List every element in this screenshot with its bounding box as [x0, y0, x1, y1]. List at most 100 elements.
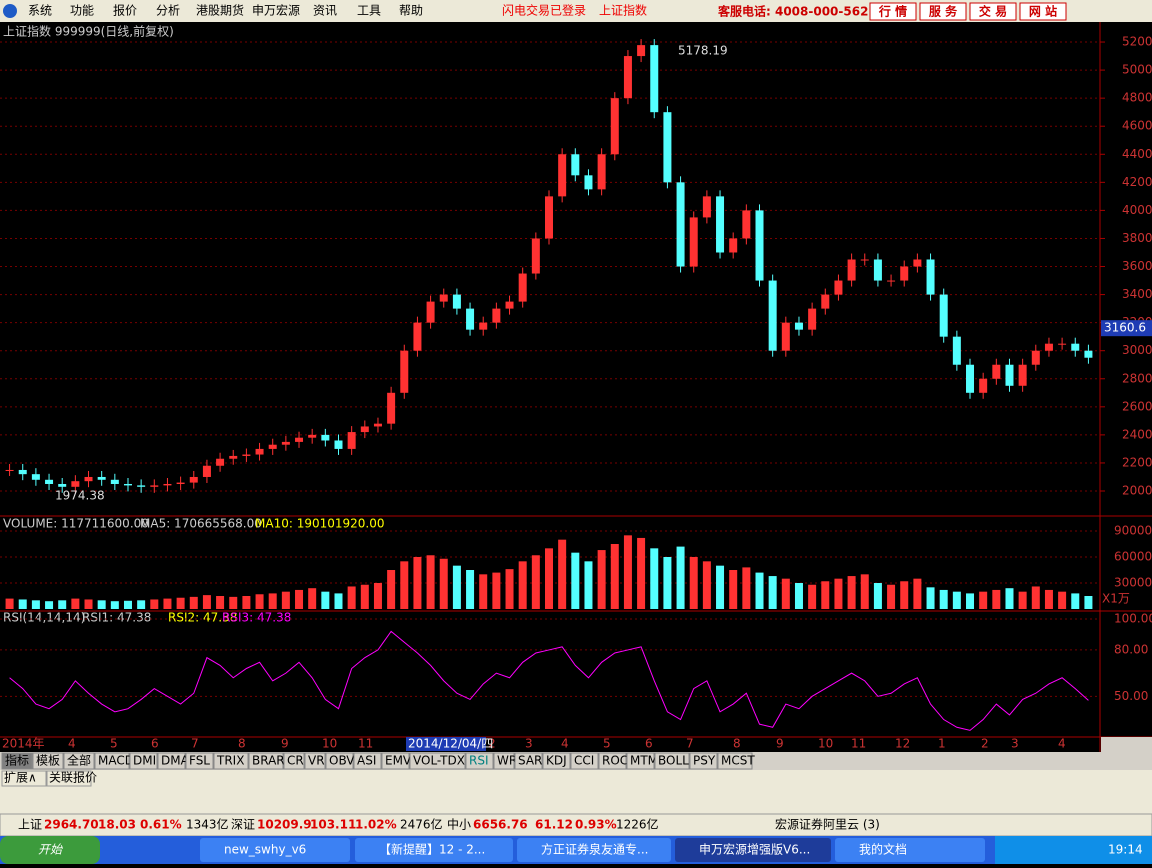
candle: [821, 294, 830, 309]
tab[interactable]: [32, 752, 64, 770]
tab-label: CCI: [574, 754, 594, 768]
candle: [176, 482, 185, 484]
tab[interactable]: [626, 752, 655, 770]
volume-bar: [939, 589, 948, 609]
task-window[interactable]: [517, 838, 671, 862]
status-item: 1.02%: [355, 818, 397, 832]
task-window[interactable]: [835, 838, 985, 862]
tab[interactable]: [213, 752, 249, 770]
volume-bar: [847, 576, 856, 609]
volume-bar: [439, 558, 448, 609]
y-tick-label: 2800: [1122, 371, 1152, 385]
candle: [860, 259, 869, 261]
y-tick-label: 3800: [1122, 231, 1152, 245]
x-tick-label: 9: [776, 737, 784, 751]
tab-label: DMI: [133, 754, 156, 768]
volume-bar: [571, 552, 580, 609]
y-tick-label: 60000: [1114, 550, 1152, 564]
tab[interactable]: [654, 752, 690, 770]
candle: [768, 280, 777, 351]
volume-bar: [189, 596, 198, 609]
volume-bar: [334, 593, 343, 609]
tab[interactable]: [598, 752, 627, 770]
tab[interactable]: [493, 752, 515, 770]
tab[interactable]: [304, 752, 326, 770]
tab[interactable]: [283, 752, 305, 770]
candle: [439, 294, 448, 302]
subtab-bar: [0, 770, 1152, 814]
x-tick-label: 7: [191, 737, 199, 751]
volume-bar: [781, 578, 790, 609]
y-tick-label: 4400: [1122, 147, 1152, 161]
volume-bar: [676, 546, 685, 609]
volume-bar: [689, 557, 698, 609]
candle: [834, 280, 843, 295]
volume-bar: [794, 583, 803, 609]
tab[interactable]: [381, 752, 410, 770]
menu-button[interactable]: [969, 2, 1017, 21]
volume-bar: [887, 584, 896, 609]
volume-bar: [479, 574, 488, 609]
subtab-label: 关联报价: [49, 770, 97, 785]
status-item: 18.03: [98, 818, 136, 832]
tab[interactable]: [570, 752, 599, 770]
candle: [400, 350, 409, 393]
current-marker: [1101, 320, 1152, 337]
volume-bar: [242, 596, 251, 609]
volume-bar: [558, 539, 567, 609]
volume-bar: [229, 596, 238, 609]
x-tick-label: 8: [238, 737, 246, 751]
tab[interactable]: [514, 752, 543, 770]
tab[interactable]: [542, 752, 571, 770]
high-label: 5178.19: [678, 44, 728, 58]
candle: [360, 426, 369, 433]
tab[interactable]: [129, 752, 158, 770]
tab[interactable]: [409, 752, 466, 770]
volume-bar: [31, 600, 40, 609]
candle: [952, 336, 961, 365]
menu-button[interactable]: [1019, 2, 1067, 21]
task-window[interactable]: [355, 838, 513, 862]
volume-bar: [1005, 588, 1014, 609]
tab[interactable]: [248, 752, 284, 770]
menu-button[interactable]: [919, 2, 967, 21]
tab[interactable]: [185, 752, 214, 770]
tab[interactable]: [94, 752, 130, 770]
menu-button[interactable]: [869, 2, 917, 21]
tab[interactable]: [157, 752, 186, 770]
candle: [387, 392, 396, 424]
candle: [676, 182, 685, 267]
status-item: 1226亿: [616, 817, 659, 832]
candle: [5, 469, 14, 471]
subtab[interactable]: [1, 770, 47, 787]
status-item: 103.11: [310, 818, 356, 832]
candle: [18, 469, 27, 475]
menu-button-label: 行 情: [878, 4, 907, 19]
task-window[interactable]: [675, 838, 831, 862]
tab[interactable]: [689, 752, 718, 770]
candle: [189, 476, 198, 483]
cursor-date: 2014/12/04/四: [408, 737, 493, 751]
x-tick-label: 5: [603, 737, 611, 751]
volume-bar: [584, 561, 593, 609]
tab-label: RSI: [469, 754, 489, 768]
tab[interactable]: [1, 752, 33, 770]
candle: [110, 479, 119, 484]
start-button[interactable]: [0, 836, 100, 864]
tab[interactable]: [63, 752, 95, 770]
tab[interactable]: [717, 752, 753, 770]
volume-bar: [505, 569, 514, 609]
tab[interactable]: [325, 752, 354, 770]
status-item: 2476亿: [400, 817, 443, 832]
volume-bar: [1084, 596, 1093, 609]
legend: RSI1: 47.38: [82, 611, 151, 625]
tab[interactable]: [465, 752, 494, 770]
task-window[interactable]: [200, 838, 350, 862]
tab[interactable]: [353, 752, 382, 770]
candle: [597, 154, 606, 190]
volume-bar: [452, 565, 461, 609]
candle: [1031, 350, 1040, 365]
candle: [295, 437, 304, 442]
subtab[interactable]: [46, 770, 92, 787]
tab-label: KDJ: [546, 754, 567, 768]
